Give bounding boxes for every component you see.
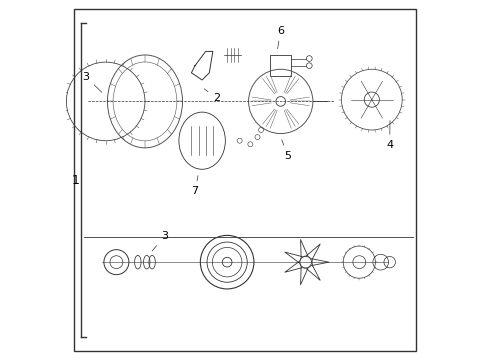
Bar bbox=[14, 98, 19, 105]
Text: 2: 2 bbox=[204, 89, 220, 103]
Text: 7: 7 bbox=[192, 176, 198, 196]
Text: 3: 3 bbox=[82, 72, 102, 92]
Text: 3: 3 bbox=[152, 231, 168, 251]
Text: 4: 4 bbox=[386, 121, 393, 150]
Bar bbox=[270, 55, 292, 76]
Text: 6: 6 bbox=[277, 26, 284, 49]
Text: 1: 1 bbox=[72, 174, 79, 186]
Text: 5: 5 bbox=[282, 140, 291, 161]
